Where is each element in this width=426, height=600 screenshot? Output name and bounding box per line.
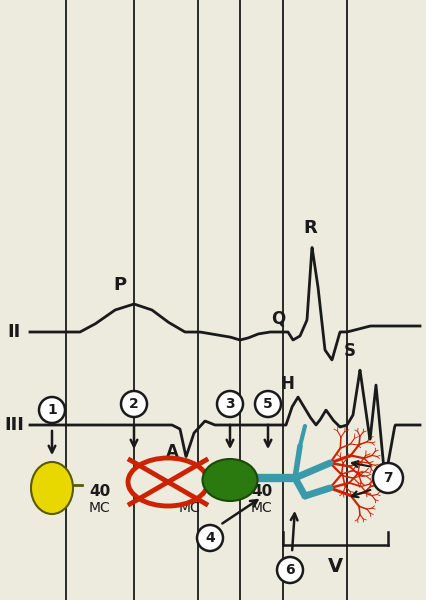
- Text: III: III: [4, 416, 24, 434]
- Text: MC: MC: [89, 501, 111, 515]
- Text: MC: MC: [251, 501, 273, 515]
- Text: 100: 100: [174, 485, 206, 499]
- Circle shape: [277, 557, 303, 583]
- Ellipse shape: [128, 458, 208, 506]
- Text: P: P: [113, 276, 127, 294]
- Text: A: A: [166, 443, 178, 461]
- Text: 6: 6: [285, 563, 295, 577]
- Text: V: V: [328, 557, 343, 576]
- Circle shape: [39, 397, 65, 423]
- Text: 1: 1: [47, 403, 57, 417]
- Text: II: II: [7, 323, 20, 341]
- Text: R: R: [303, 219, 317, 237]
- Text: 3: 3: [225, 397, 235, 411]
- Circle shape: [217, 391, 243, 417]
- Text: 40: 40: [251, 485, 273, 499]
- Text: 40: 40: [89, 485, 111, 499]
- Text: H: H: [280, 375, 294, 393]
- Text: 4: 4: [205, 531, 215, 545]
- Circle shape: [121, 391, 147, 417]
- Text: S: S: [344, 342, 356, 360]
- Text: MC: MC: [179, 501, 201, 515]
- Ellipse shape: [31, 462, 73, 514]
- Text: Q: Q: [271, 309, 285, 327]
- Text: 5: 5: [263, 397, 273, 411]
- Circle shape: [255, 391, 281, 417]
- Ellipse shape: [202, 459, 257, 501]
- Circle shape: [197, 525, 223, 551]
- Text: 7: 7: [383, 471, 393, 485]
- Circle shape: [373, 463, 403, 493]
- Text: 2: 2: [129, 397, 139, 411]
